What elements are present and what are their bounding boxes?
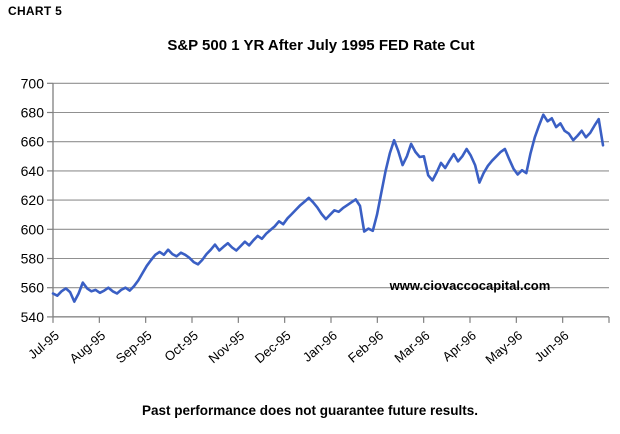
- y-tick-label: 660: [21, 134, 45, 150]
- x-tick-label: Dec-95: [252, 328, 294, 366]
- x-tick-label: Apr-96: [439, 328, 479, 365]
- y-tick-label: 680: [21, 105, 45, 121]
- x-tick-label: Jan-96: [300, 328, 340, 365]
- x-tick-label: May-96: [482, 328, 525, 367]
- x-tick-label: Sep-95: [113, 328, 155, 366]
- x-tick-label: Aug-95: [67, 328, 109, 366]
- watermark-text: www.ciovaccocapital.com: [389, 278, 551, 293]
- x-tick-label: Jul-95: [25, 328, 62, 362]
- y-tick-label: 560: [21, 280, 45, 296]
- x-tick-label: Feb-96: [345, 328, 386, 366]
- x-tick-label: Nov-95: [206, 328, 248, 366]
- x-tick-label: Jun-96: [532, 328, 572, 365]
- y-tick-label: 620: [21, 192, 45, 208]
- y-tick-label: 580: [21, 251, 45, 267]
- y-tick-label: 540: [21, 309, 45, 325]
- x-tick-label: Mar-96: [391, 328, 432, 366]
- y-tick-label: 700: [21, 75, 45, 91]
- chart-number-label: CHART 5: [8, 4, 63, 18]
- sp500-line-chart: S&P 500 1 YR After July 1995 FED Rate Cu…: [21, 37, 610, 367]
- y-tick-label: 640: [21, 163, 45, 179]
- x-tick-label: Oct-95: [161, 328, 201, 365]
- chart-title: S&P 500 1 YR After July 1995 FED Rate Cu…: [167, 37, 474, 54]
- disclaimer-caption: Past performance does not guarantee futu…: [141, 403, 479, 418]
- price-line: [51, 113, 605, 303]
- y-tick-label: 600: [21, 221, 45, 237]
